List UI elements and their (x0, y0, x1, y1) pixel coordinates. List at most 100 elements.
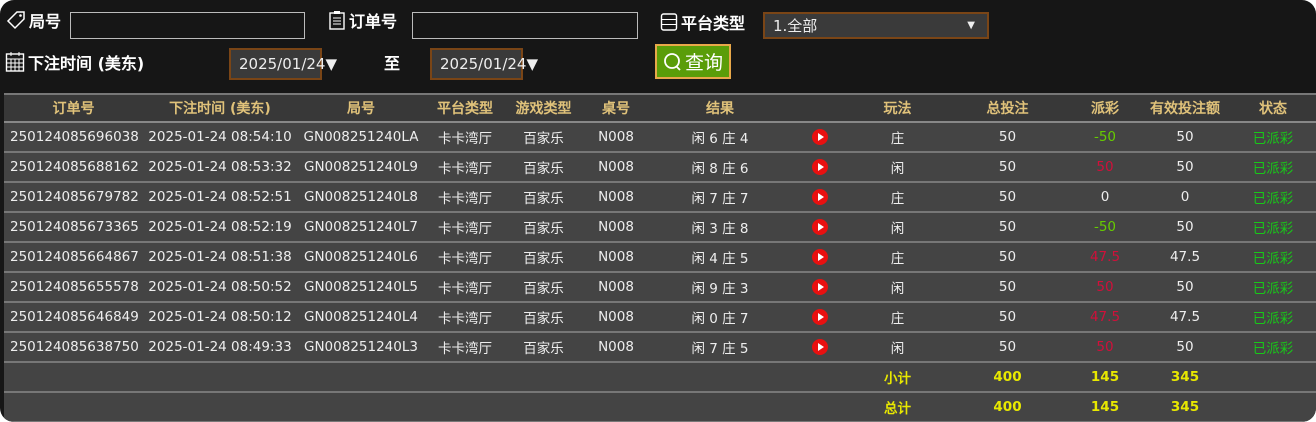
video-cell (790, 152, 850, 183)
date-from-select[interactable]: 2025/01/24▼ (229, 48, 337, 80)
game-cell: 百家乐 (505, 332, 582, 363)
platform-select[interactable]: 1.全部 ▼ (763, 12, 989, 39)
column-header: 平台类型 (425, 93, 505, 123)
valid-cell: 0 (1140, 182, 1230, 213)
column-header: 结果 (650, 93, 790, 123)
round-input[interactable] (70, 12, 305, 39)
server-icon (660, 13, 678, 31)
play-video-icon[interactable] (812, 279, 828, 295)
bet-cell: 50 (945, 212, 1070, 243)
bet-cell: 50 (945, 242, 1070, 273)
round-cell: GN008251240L5 (297, 272, 425, 303)
status-cell: 已派彩 (1230, 242, 1316, 273)
play-video-icon[interactable] (812, 249, 828, 265)
order-cell: 250124085638750 (4, 332, 143, 363)
column-header: 总投注 (945, 93, 1070, 123)
result-cell: 闲 3 庄 8 (650, 212, 790, 243)
play-cell: 庄 (850, 302, 945, 333)
column-header: 下注时间 (美东) (143, 93, 297, 123)
total-label: 总计 (850, 392, 945, 422)
table-cell: N008 (582, 212, 650, 243)
payout-cell: -50 (1070, 122, 1140, 153)
video-cell (790, 122, 850, 153)
platform-cell: 卡卡湾厅 (425, 272, 505, 303)
status-cell: 已派彩 (1230, 182, 1316, 213)
round-cell: GN008251240LA (297, 122, 425, 153)
records-table: 订单号 下注时间 (美东) 局号 平台类型 游戏类型 桌号 结果 玩法 总投注 派彩 有效投注额 状态… (4, 93, 1316, 422)
valid-cell: 50 (1140, 122, 1230, 153)
play-video-icon[interactable] (812, 339, 828, 355)
total-bet: 400 (945, 392, 1070, 422)
column-header: 玩法 (850, 93, 945, 123)
valid-cell: 50 (1140, 212, 1230, 243)
table-row: 250124085679782 2025-01-24 08:52:51 GN0082… (4, 182, 1316, 213)
subtotal-row: 小计 400 145 345 (4, 362, 1316, 393)
result-cell: 闲 0 庄 7 (650, 302, 790, 333)
round-cell: GN008251240L9 (297, 152, 425, 183)
table-row: 250124085664867 2025-01-24 08:51:38 GN0082… (4, 242, 1316, 273)
play-video-icon[interactable] (812, 129, 828, 145)
play-video-icon[interactable] (812, 189, 828, 205)
time-cell: 2025-01-24 08:54:10 (143, 122, 297, 153)
date-to-select[interactable]: 2025/01/24▼ (430, 48, 538, 80)
play-cell: 闲 (850, 212, 945, 243)
query-button[interactable]: 查询 (655, 44, 731, 79)
table-cell: N008 (582, 182, 650, 213)
play-cell: 庄 (850, 122, 945, 153)
time-cell: 2025-01-24 08:53:32 (143, 152, 297, 183)
round-cell: GN008251240L6 (297, 242, 425, 273)
game-cell: 百家乐 (505, 272, 582, 303)
column-header (790, 93, 850, 123)
play-cell: 闲 (850, 332, 945, 363)
table-cell: N008 (582, 332, 650, 363)
status-cell: 已派彩 (1230, 332, 1316, 363)
total-row: 总计 400 145 345 (4, 392, 1316, 422)
column-header: 游戏类型 (505, 93, 582, 123)
clipboard-icon (329, 11, 345, 30)
search-icon (664, 52, 681, 71)
subtotal-valid: 345 (1140, 362, 1230, 393)
game-cell: 百家乐 (505, 212, 582, 243)
table-row: 250124085696038 2025-01-24 08:54:10 GN0082… (4, 122, 1316, 153)
round-label: 局号 (6, 8, 61, 32)
bet-cell: 50 (945, 152, 1070, 183)
result-cell: 闲 4 庄 5 (650, 242, 790, 273)
to-label: 至 (384, 54, 401, 73)
play-video-icon[interactable] (812, 159, 828, 175)
order-cell: 250124085664867 (4, 242, 143, 273)
result-cell: 闲 8 庄 6 (650, 152, 790, 183)
video-cell (790, 302, 850, 333)
round-cell: GN008251240L4 (297, 302, 425, 333)
game-cell: 百家乐 (505, 242, 582, 273)
column-header: 派彩 (1070, 93, 1140, 123)
video-cell (790, 182, 850, 213)
total-payout: 145 (1070, 392, 1140, 422)
status-cell: 已派彩 (1230, 212, 1316, 243)
order-cell: 250124085673365 (4, 212, 143, 243)
table-row: 250124085688162 2025-01-24 08:53:32 GN0082… (4, 152, 1316, 183)
status-cell: 已派彩 (1230, 272, 1316, 303)
result-cell: 闲 6 庄 4 (650, 122, 790, 153)
status-cell: 已派彩 (1230, 302, 1316, 333)
table-row: 250124085646849 2025-01-24 08:50:12 GN0082… (4, 302, 1316, 333)
game-cell: 百家乐 (505, 302, 582, 333)
order-label: 订单号 (328, 8, 397, 32)
play-video-icon[interactable] (812, 219, 828, 235)
bet-cell: 50 (945, 332, 1070, 363)
valid-cell: 50 (1140, 152, 1230, 183)
valid-cell: 47.5 (1140, 242, 1230, 273)
play-video-icon[interactable] (812, 309, 828, 325)
payout-cell: 50 (1070, 272, 1140, 303)
order-cell: 250124085646849 (4, 302, 143, 333)
table-cell: N008 (582, 272, 650, 303)
time-cell: 2025-01-24 08:49:33 (143, 332, 297, 363)
status-cell: 已派彩 (1230, 122, 1316, 153)
order-input[interactable] (412, 12, 638, 39)
column-header: 局号 (297, 93, 425, 123)
game-cell: 百家乐 (505, 122, 582, 153)
status-cell: 已派彩 (1230, 152, 1316, 183)
table-row: 250124085673365 2025-01-24 08:52:19 GN0082… (4, 212, 1316, 243)
table-cell: N008 (582, 242, 650, 273)
play-cell: 庄 (850, 182, 945, 213)
round-cell: GN008251240L8 (297, 182, 425, 213)
